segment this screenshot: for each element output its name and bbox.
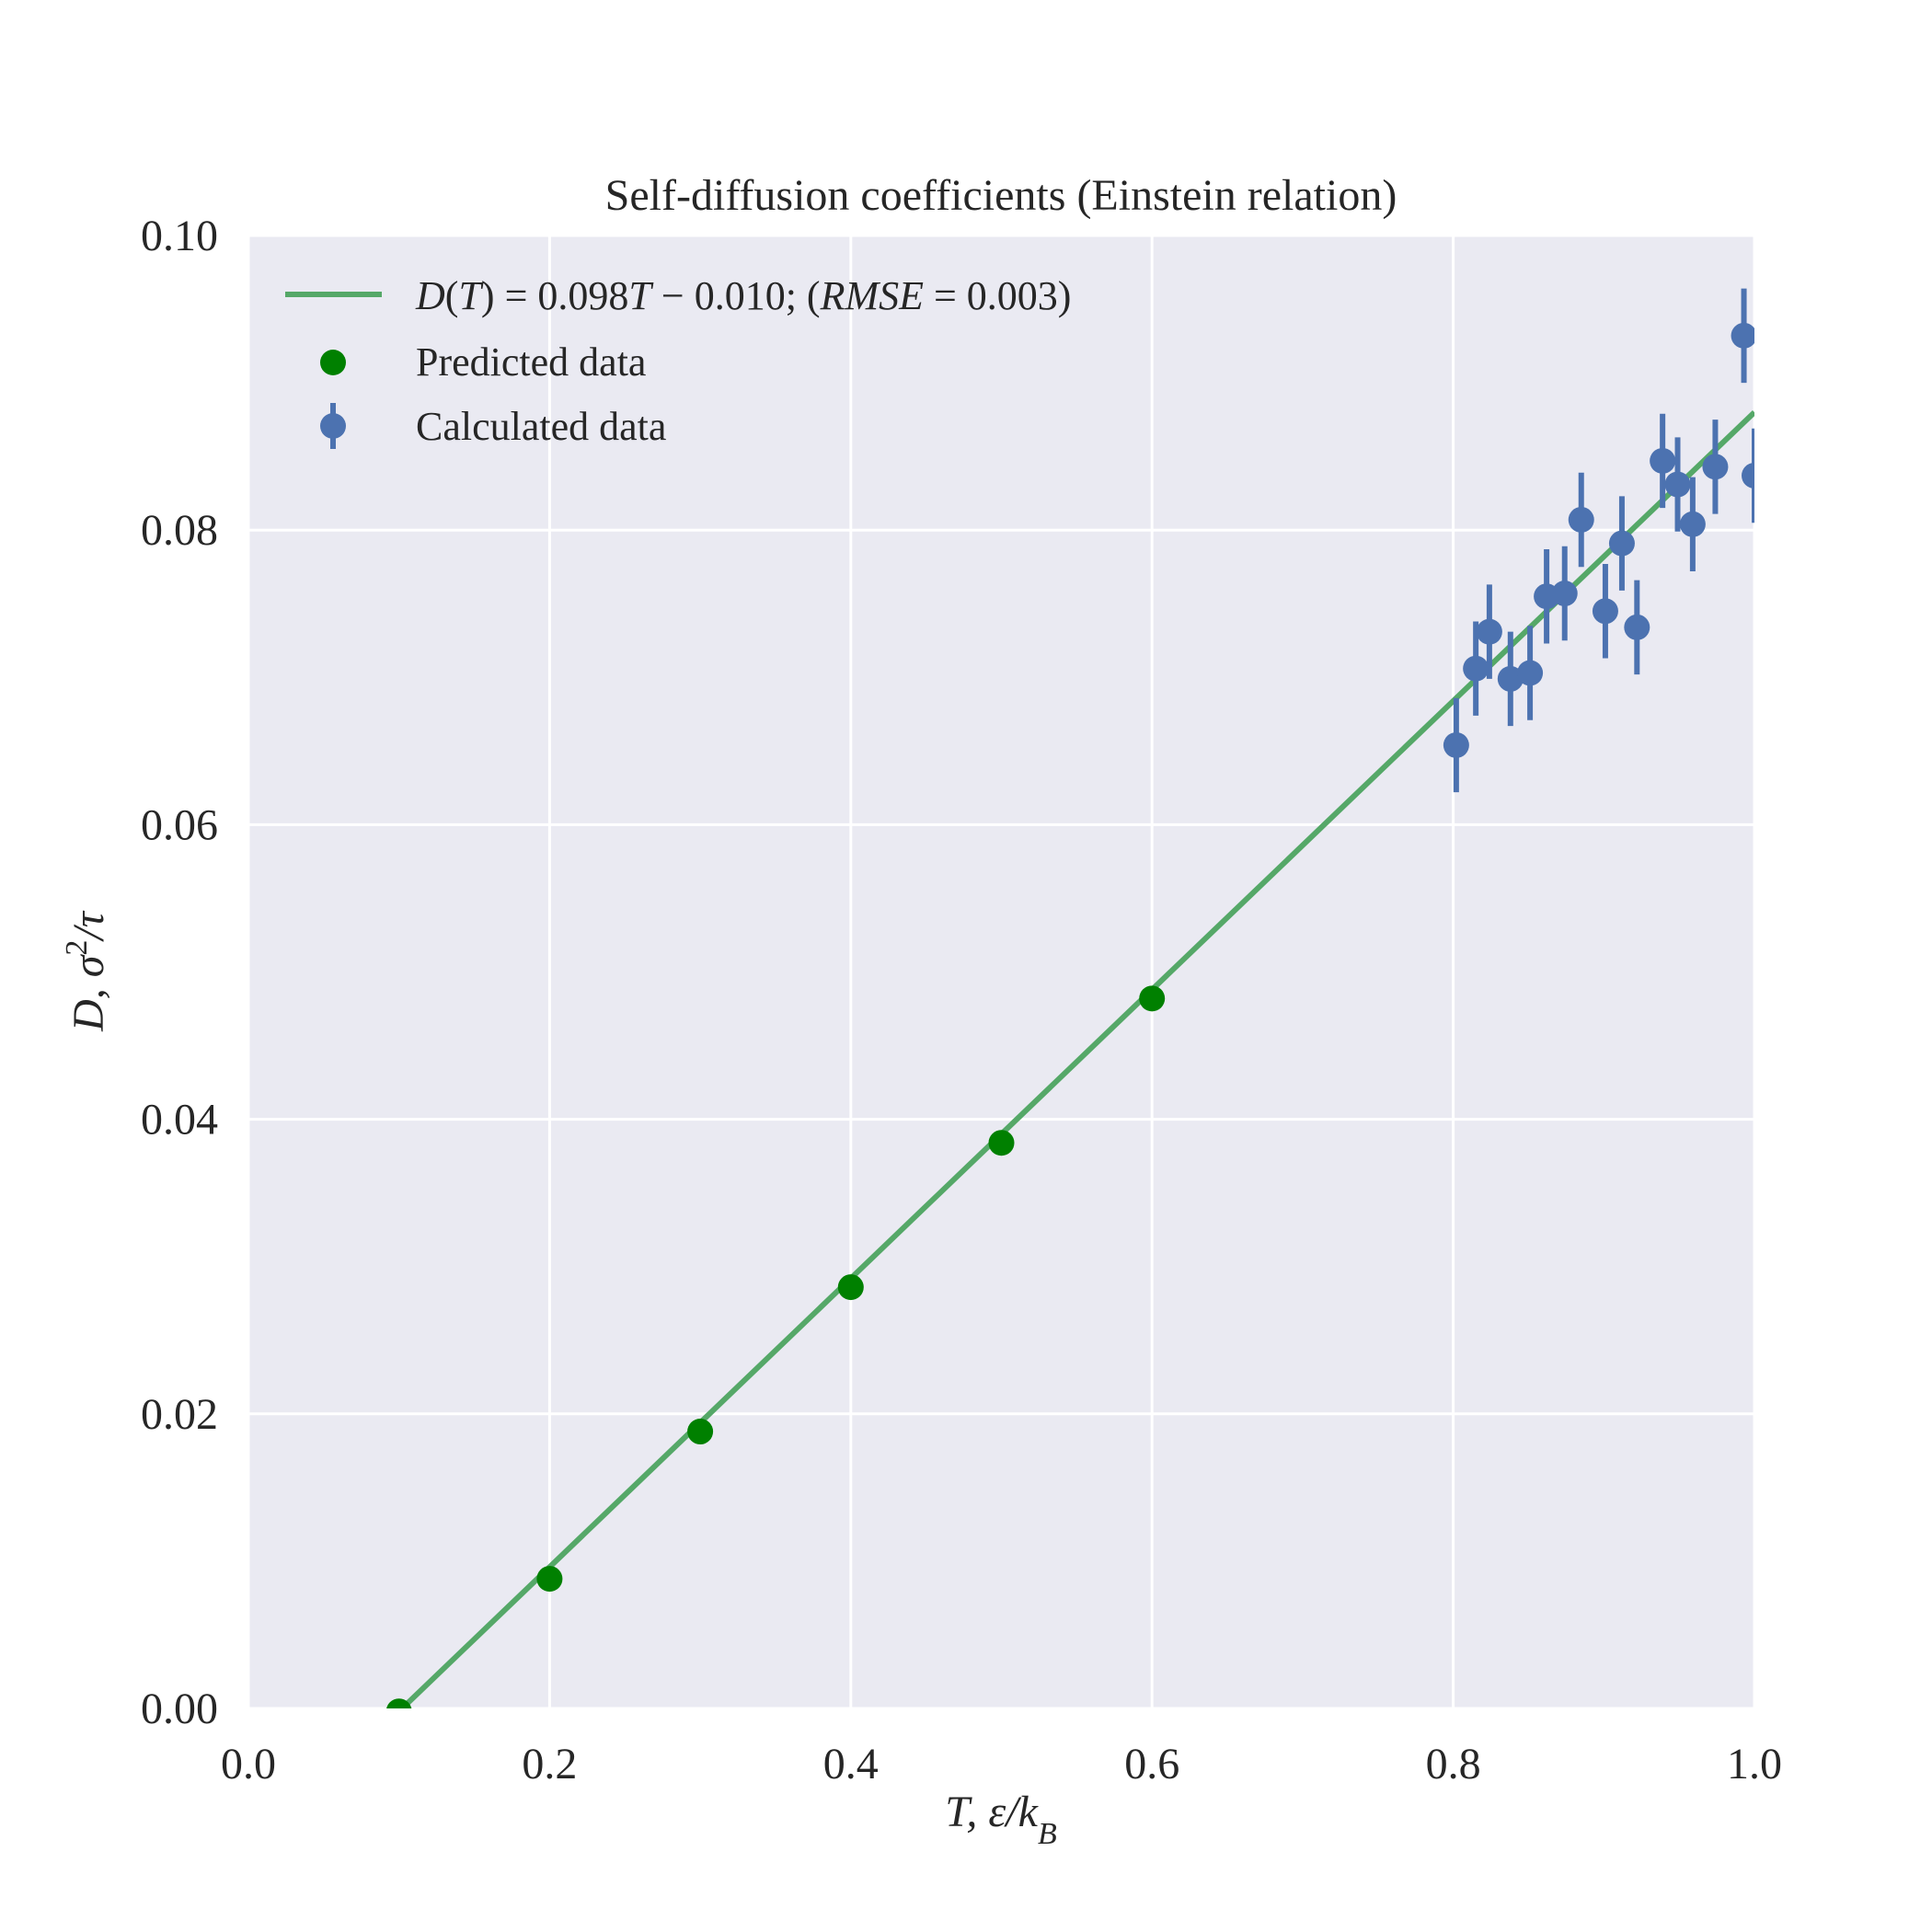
x-tick-label: 0.0 xyxy=(221,1740,276,1788)
legend-calculated-marker xyxy=(320,413,346,439)
y-tick-label: 0.00 xyxy=(141,1685,218,1733)
x-axis-label: T, ε/kB xyxy=(945,1788,1057,1851)
y-tick-label: 0.08 xyxy=(141,506,218,555)
calculated-point xyxy=(1517,660,1544,686)
calculated-point xyxy=(1624,614,1650,640)
legend-predicted-marker xyxy=(320,350,346,375)
chart-title: Self-diffusion coefficients (Einstein re… xyxy=(605,171,1397,220)
calculated-point xyxy=(1476,618,1502,645)
calculated-point xyxy=(1463,655,1489,682)
calculated-point xyxy=(1731,322,1754,349)
calculated-point xyxy=(1568,506,1594,533)
predicted-point xyxy=(1139,985,1166,1012)
calculated-point xyxy=(1679,511,1706,537)
y-tick-label: 0.06 xyxy=(141,800,218,849)
predicted-point xyxy=(837,1274,864,1301)
calculated-point xyxy=(1443,731,1469,758)
series-group xyxy=(386,288,1754,1708)
predicted-point xyxy=(687,1419,714,1445)
x-tick-label: 0.4 xyxy=(823,1740,879,1788)
calculated-point xyxy=(1664,471,1691,498)
calculated-point xyxy=(1551,581,1578,607)
predicted-point xyxy=(386,1698,412,1708)
x-tick-label: 0.6 xyxy=(1124,1740,1179,1788)
legend-fit-line-label: D(T) = 0.098T − 0.010; (RMSE = 0.003) xyxy=(415,273,1071,318)
calculated-point xyxy=(1608,530,1635,557)
legend: D(T) = 0.098T − 0.010; (RMSE = 0.003) Pr… xyxy=(285,273,1071,449)
x-tick-label: 1.0 xyxy=(1727,1740,1782,1788)
legend-calculated-label: Calculated data xyxy=(416,404,666,449)
calculated-point xyxy=(1742,462,1754,489)
tick-labels: 0.0 0.2 0.4 0.6 0.8 1.0 0.00 0.02 0.04 0.06 0.08 0.… xyxy=(141,212,1782,1788)
plot-area xyxy=(248,236,1754,1708)
x-tick-label: 0.8 xyxy=(1426,1740,1481,1788)
predicted-point xyxy=(988,1130,1015,1156)
y-tick-label: 0.02 xyxy=(141,1390,218,1439)
x-tick-label: 0.2 xyxy=(522,1740,577,1788)
y-axis-label: D, σ2/τ xyxy=(60,910,114,1032)
calculated-point xyxy=(1702,454,1729,480)
calculated-point xyxy=(1497,665,1524,692)
calculated-point xyxy=(1592,598,1618,625)
y-tick-label: 0.04 xyxy=(141,1096,218,1144)
legend-predicted-label: Predicted data xyxy=(416,339,646,385)
calculated-point xyxy=(1650,447,1676,474)
predicted-point xyxy=(536,1566,563,1593)
y-tick-label: 0.10 xyxy=(141,212,218,260)
